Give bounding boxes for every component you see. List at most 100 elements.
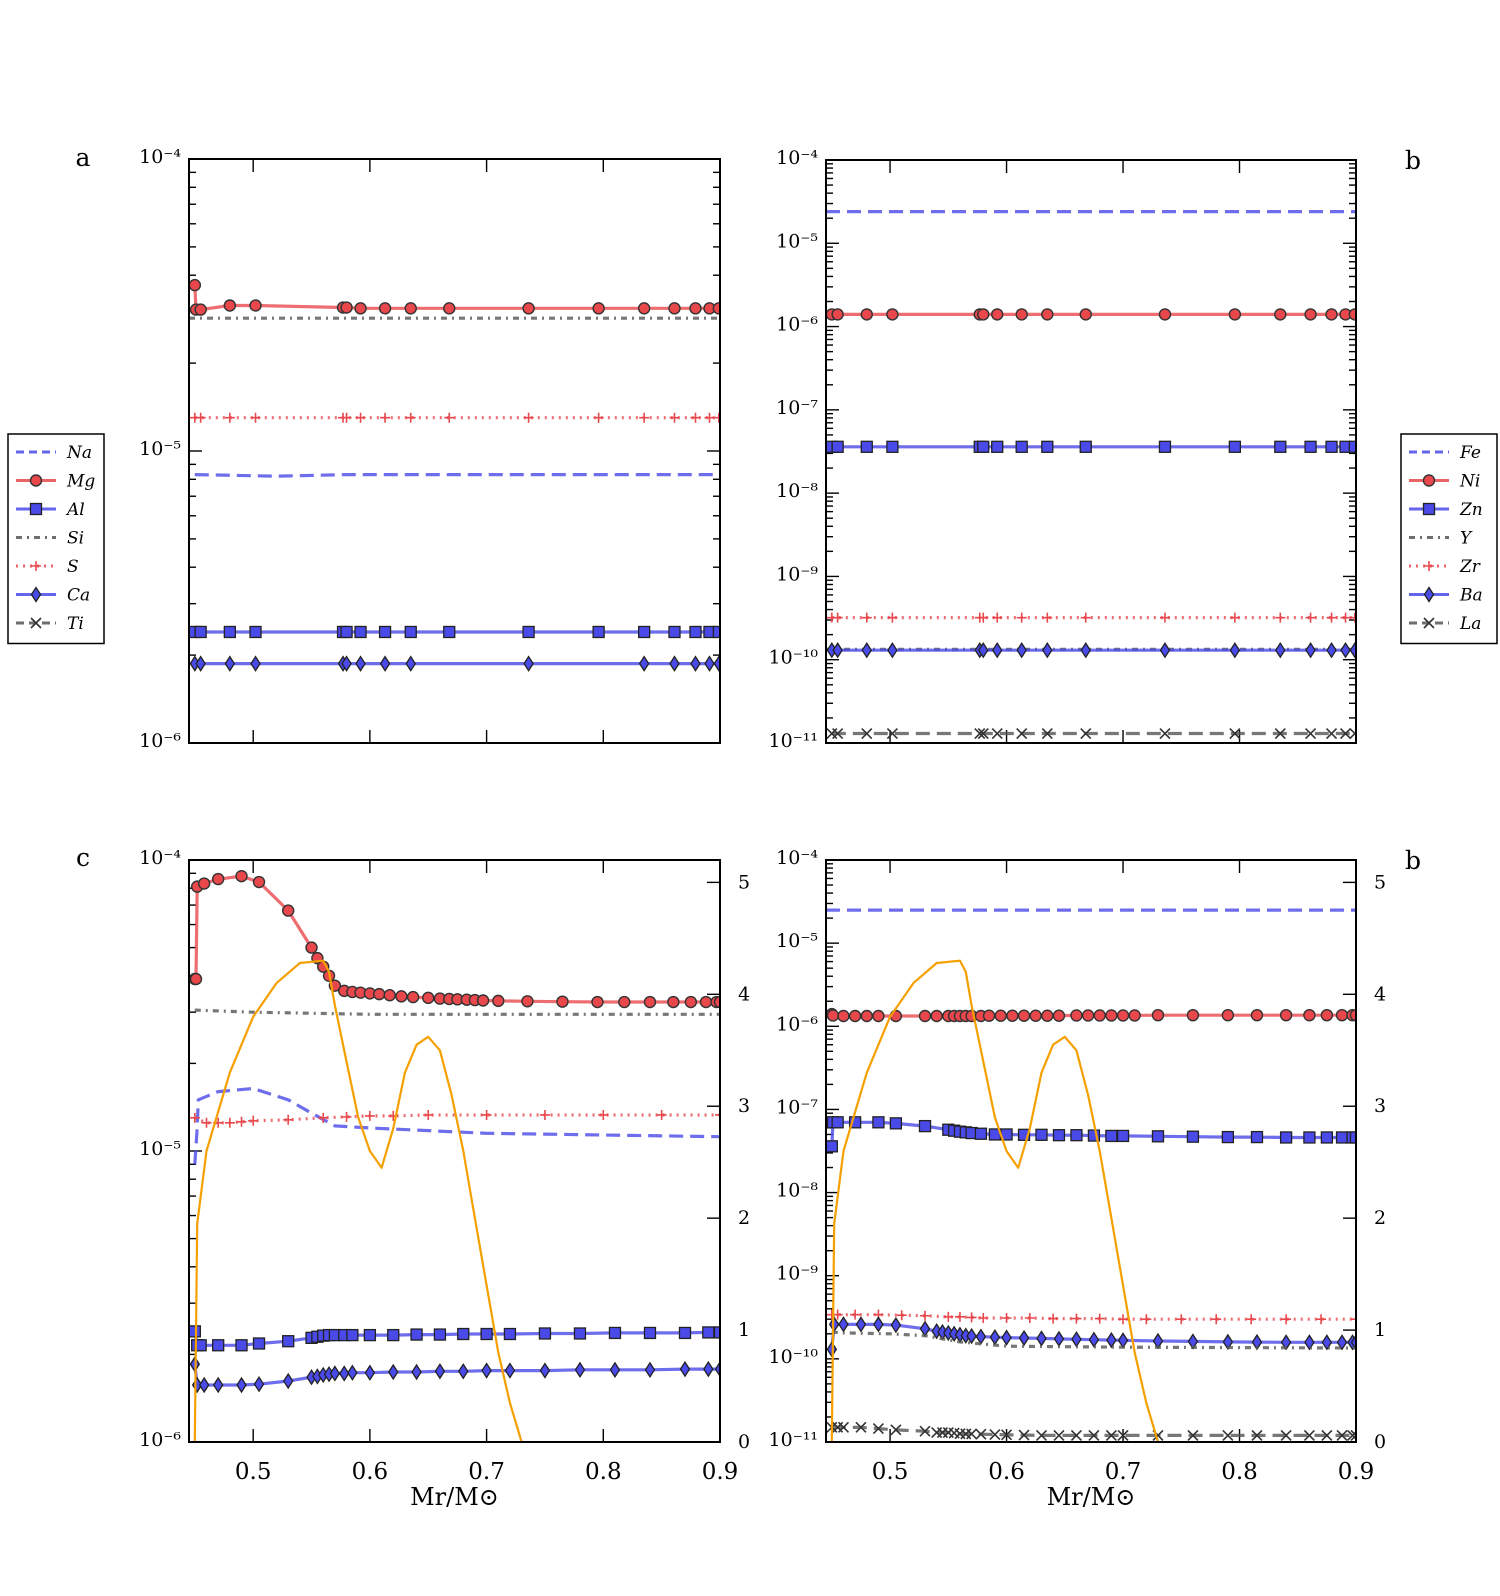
data-point (395, 990, 408, 1003)
data-point (598, 1109, 609, 1120)
data-point (1018, 1429, 1030, 1441)
legend-marker (29, 502, 43, 516)
data-point (1187, 1429, 1199, 1441)
data-point (992, 612, 1003, 623)
data-point (1117, 1429, 1129, 1441)
data-point (1024, 1313, 1035, 1323)
x-tick-label: 0.7 (468, 1459, 505, 1485)
data-point (832, 642, 843, 659)
data-point (1141, 1314, 1152, 1325)
y-tick-label: 10⁻¹⁰ (769, 1346, 819, 1368)
plot-area (826, 210, 1356, 740)
x-axis-label: Mr/M⊙ (410, 1483, 499, 1511)
data-point (194, 625, 207, 639)
data-point (850, 1309, 861, 1320)
data-point (1088, 1429, 1100, 1441)
data-point (1274, 308, 1287, 321)
data-point (918, 1009, 932, 1023)
data-point (1017, 1128, 1031, 1141)
y2-tick-label: 4 (738, 983, 750, 1005)
data-point (249, 299, 262, 312)
data-point (1079, 440, 1092, 453)
panel-label: a (76, 143, 91, 172)
data-point (1117, 1332, 1129, 1349)
data-point (592, 625, 605, 639)
data-point (1093, 1009, 1106, 1022)
panel-b2: 10⁻¹¹ 10⁻¹⁰ 10⁻⁹ 10⁻⁸ 10⁻⁷ 10⁻⁶ 10⁻⁵ 10⁻⁴ 0.5 0.6… (769, 846, 1421, 1511)
legend-label: Si (67, 529, 84, 549)
data-point (341, 412, 352, 423)
data-point (340, 625, 353, 639)
data-point (305, 941, 318, 954)
x-tick-label: 0.9 (702, 1459, 739, 1485)
data-point (991, 642, 1003, 659)
data-point (354, 625, 367, 639)
data-point (236, 1116, 247, 1127)
data-point (1326, 642, 1337, 659)
data-point (1071, 1313, 1082, 1324)
data-point (966, 1428, 978, 1440)
data-point (197, 877, 211, 890)
y-tick-label: 10⁻¹¹ (769, 730, 818, 752)
y2-tick-label: 1 (738, 1319, 750, 1341)
panel-label: b (1405, 146, 1421, 175)
data-point (1052, 1009, 1066, 1022)
data-point (977, 642, 989, 659)
data-point (1036, 1330, 1047, 1347)
data-point (974, 727, 986, 740)
data-point (521, 995, 534, 1008)
data-point (838, 1316, 849, 1333)
legend-marker (1423, 586, 1435, 603)
data-point (1350, 1334, 1356, 1351)
legend-label: Mg (66, 472, 95, 492)
plot-area (189, 869, 720, 1442)
series-line (193, 1086, 720, 1165)
y-tick-label: 10⁻⁵ (139, 1138, 181, 1160)
data-point (855, 1421, 867, 1433)
data-point (1228, 308, 1242, 321)
data-point (1159, 612, 1170, 623)
data-point (1088, 1331, 1100, 1348)
data-point (481, 1362, 492, 1379)
legend-label: Zr (1459, 557, 1481, 577)
data-point (281, 904, 295, 917)
series-La (826, 727, 1356, 740)
plot-frame (188, 859, 721, 1443)
data-point (1159, 727, 1171, 740)
data-point (363, 1328, 377, 1342)
data-point (1042, 642, 1053, 659)
data-point (503, 1327, 517, 1341)
data-point (1070, 1009, 1083, 1022)
data-point (1158, 440, 1172, 453)
data-point (1229, 727, 1241, 740)
data-point (704, 412, 715, 423)
data-point (837, 1421, 850, 1433)
data-point (457, 1327, 470, 1341)
series-profile (193, 959, 523, 1442)
data-point (1221, 1008, 1235, 1022)
y-tick-label: 10⁻⁵ (776, 230, 818, 252)
y2-tick-label: 3 (1374, 1095, 1386, 1117)
data-point (1158, 308, 1172, 321)
data-point (991, 440, 1004, 453)
data-point (831, 440, 844, 453)
data-point (1016, 612, 1027, 623)
legend-marker (1422, 502, 1436, 516)
data-point (195, 655, 206, 672)
data-point (609, 1361, 621, 1379)
series-line (194, 874, 720, 1004)
data-point (1105, 1129, 1118, 1143)
data-point (341, 1111, 352, 1122)
data-point (991, 308, 1004, 321)
data-point (689, 302, 702, 315)
data-point (1041, 308, 1054, 321)
data-point (890, 1316, 902, 1334)
series-line (831, 1313, 1356, 1321)
data-point (1006, 1009, 1019, 1022)
data-point (235, 869, 248, 883)
x-tick-label: 0.5 (235, 1459, 272, 1485)
data-point (224, 655, 236, 672)
data-point (1280, 1429, 1292, 1441)
data-point (1303, 1131, 1316, 1144)
